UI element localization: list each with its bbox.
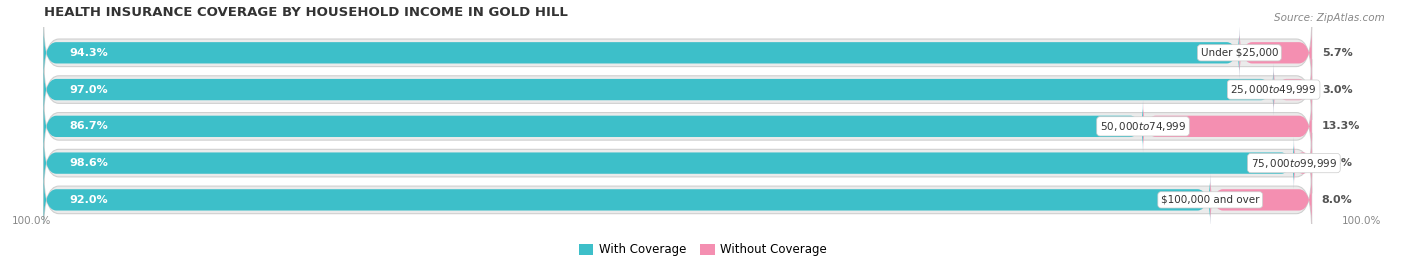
Text: Under $25,000: Under $25,000: [1201, 48, 1278, 58]
Text: 94.3%: 94.3%: [69, 48, 108, 58]
Text: Source: ZipAtlas.com: Source: ZipAtlas.com: [1274, 13, 1385, 23]
FancyBboxPatch shape: [1240, 27, 1312, 79]
Text: $50,000 to $74,999: $50,000 to $74,999: [1099, 120, 1187, 133]
FancyBboxPatch shape: [44, 27, 1240, 79]
FancyBboxPatch shape: [44, 96, 1312, 157]
Text: $100,000 and over: $100,000 and over: [1161, 195, 1260, 205]
FancyBboxPatch shape: [44, 23, 1312, 83]
Text: 92.0%: 92.0%: [69, 195, 108, 205]
FancyBboxPatch shape: [44, 169, 1312, 230]
FancyBboxPatch shape: [44, 133, 1312, 193]
FancyBboxPatch shape: [44, 100, 1143, 153]
Text: 8.0%: 8.0%: [1322, 195, 1353, 205]
Text: 97.0%: 97.0%: [69, 84, 108, 95]
Text: 1.4%: 1.4%: [1322, 158, 1353, 168]
Text: HEALTH INSURANCE COVERAGE BY HOUSEHOLD INCOME IN GOLD HILL: HEALTH INSURANCE COVERAGE BY HOUSEHOLD I…: [44, 6, 568, 19]
Text: 5.7%: 5.7%: [1322, 48, 1353, 58]
FancyBboxPatch shape: [1211, 174, 1312, 226]
Text: 86.7%: 86.7%: [69, 121, 108, 131]
FancyBboxPatch shape: [44, 59, 1312, 120]
Text: 3.0%: 3.0%: [1322, 84, 1353, 95]
FancyBboxPatch shape: [1274, 63, 1312, 116]
Legend: With Coverage, Without Coverage: With Coverage, Without Coverage: [574, 239, 832, 261]
Text: 100.0%: 100.0%: [1343, 216, 1382, 226]
Text: 98.6%: 98.6%: [69, 158, 108, 168]
FancyBboxPatch shape: [44, 137, 1294, 189]
Text: 100.0%: 100.0%: [11, 216, 51, 226]
FancyBboxPatch shape: [1143, 100, 1312, 153]
Text: $25,000 to $49,999: $25,000 to $49,999: [1230, 83, 1317, 96]
Text: 13.3%: 13.3%: [1322, 121, 1360, 131]
FancyBboxPatch shape: [1294, 137, 1312, 189]
FancyBboxPatch shape: [44, 63, 1274, 116]
FancyBboxPatch shape: [44, 174, 1211, 226]
Text: $75,000 to $99,999: $75,000 to $99,999: [1251, 157, 1337, 170]
